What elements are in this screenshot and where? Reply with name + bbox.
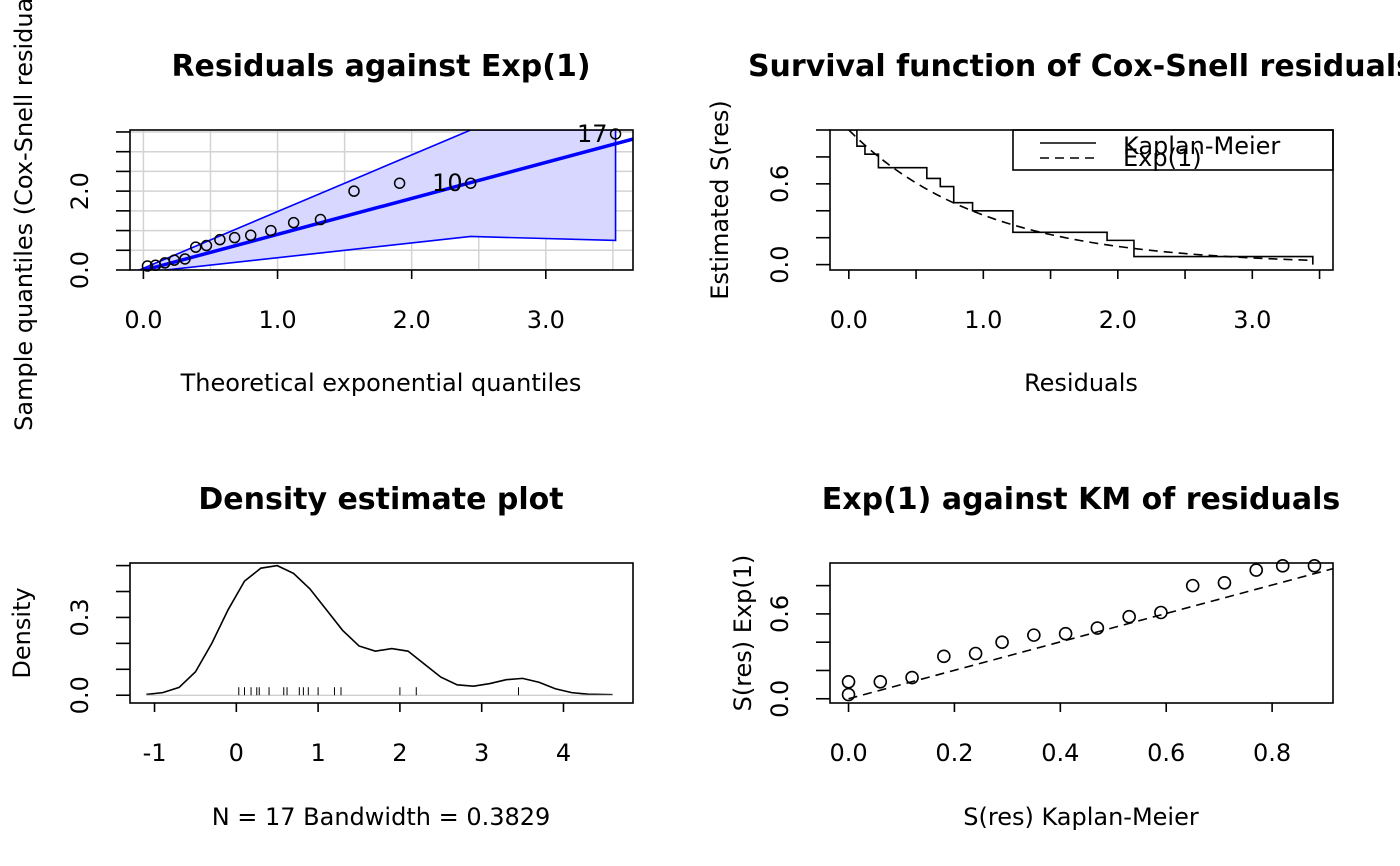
data-point [1058,626,1073,641]
panel-4: Exp(1) against KM of residuals S(res) Kap… [729,482,1340,831]
chart-title: Exp(1) against KM of residuals [822,482,1340,517]
x-tick-label: 0.0 [830,306,868,334]
x-tick-label: 0.8 [1253,739,1291,767]
plot-frame [129,562,634,704]
x-tick-label: 3.0 [527,306,565,334]
plot-frame [129,129,634,271]
y-tick-label: 0.0 [66,676,94,714]
point-label: 17 [577,120,608,148]
y-tick-label: 0.3 [66,598,94,636]
data-point [214,233,226,246]
identity-line [848,567,1333,700]
kaplan-meier-curve [848,130,1314,265]
y-tick-label: 0.0 [66,251,94,289]
plot-area [848,130,1314,265]
reference-line [137,137,633,270]
x-tick-label: 3 [474,739,489,767]
x-tick-label: 1.0 [964,306,1002,334]
data-point [228,231,241,244]
x-tick-label: 0.0 [829,739,867,767]
plot-area [130,130,633,270]
x-axis-label: Theoretical exponential quantiles [180,369,582,397]
x-tick-label: 2 [392,739,407,767]
x-tick-label: 4 [556,739,571,767]
x-tick-label: 0.2 [935,739,973,767]
legend-label-kaplan-meier: Kaplan-Meier [1123,132,1280,160]
x-tick-label: 3.0 [1233,306,1271,334]
x-tick-label: 1 [310,739,325,767]
data-point [609,128,622,140]
data-point [841,674,856,689]
data-point [189,241,202,253]
x-axis-label: Residuals [1024,369,1138,397]
y-tick-label: 0.0 [766,680,794,718]
confidence-band [137,130,617,270]
data-point [968,646,983,661]
y-tick-label: 0.0 [766,246,794,284]
data-point [905,670,919,685]
data-point [1307,559,1322,573]
y-tick-label: 0.6 [766,595,794,633]
x-tick-label: 0.6 [1147,739,1185,767]
x-axis-label: N = 17 Bandwidth = 0.3829 [212,803,551,831]
chart-title: Survival function of Cox-Snell residuals [748,49,1400,84]
chart-title: Residuals against Exp(1) [171,49,590,84]
plot-area [146,564,613,696]
x-tick-label: 0.4 [1041,739,1079,767]
point-label: 10 [432,169,463,197]
data-point [1090,621,1105,635]
y-tick-label: 2.0 [66,172,94,210]
exp1-curve [848,130,1313,262]
x-axis-label: S(res) Kaplan-Meier [963,803,1199,831]
x-tick-label: 0.0 [124,306,162,334]
data-point [995,635,1009,649]
data-point [141,260,154,272]
panel-3: Density estimate plot N = 17 Bandwidth = … [8,482,634,831]
data-point [200,239,213,252]
x-tick-label: 2.0 [1099,306,1137,334]
x-tick-label: 0 [229,739,244,767]
plot-area [848,567,1333,700]
data-point [179,253,191,265]
plot-frame [829,562,1334,704]
chart-title: Density estimate plot [198,482,563,517]
data-point [873,674,888,689]
data-point [168,254,181,266]
data-point [348,185,360,197]
data-point [314,213,327,226]
plot-frame [829,129,1334,271]
data-point [1154,605,1168,620]
x-tick-label: -1 [143,739,167,767]
y-axis-label: S(res) Exp(1) [729,555,757,712]
data-point [393,177,406,189]
y-tick-label: 0.6 [766,165,794,203]
data-point [1217,575,1232,590]
data-point [464,177,477,189]
data-point [1122,609,1136,624]
data-point [265,224,277,237]
y-axis-label: Density [8,587,36,678]
data-point [1275,559,1290,573]
y-axis-label: Estimated S(res) [706,100,734,299]
legend-box [1012,129,1334,171]
panel-1: Residuals against Exp(1) Theoretical expo… [10,0,634,431]
panel-2: Survival function of Cox-Snell residuals… [706,49,1400,397]
data-point [244,229,257,242]
legend-label-exp1: Exp(1) [1123,144,1202,172]
data-point [937,649,951,664]
x-tick-label: 1.0 [258,306,296,334]
y-axis-label: Sample quantiles (Cox-Snell residuals) [10,0,38,431]
x-tick-label: 2.0 [393,306,431,334]
data-point [1027,628,1041,642]
data-point [1185,578,1200,593]
data-point [1249,563,1264,577]
density-curve [146,564,613,696]
data-point [287,216,300,229]
